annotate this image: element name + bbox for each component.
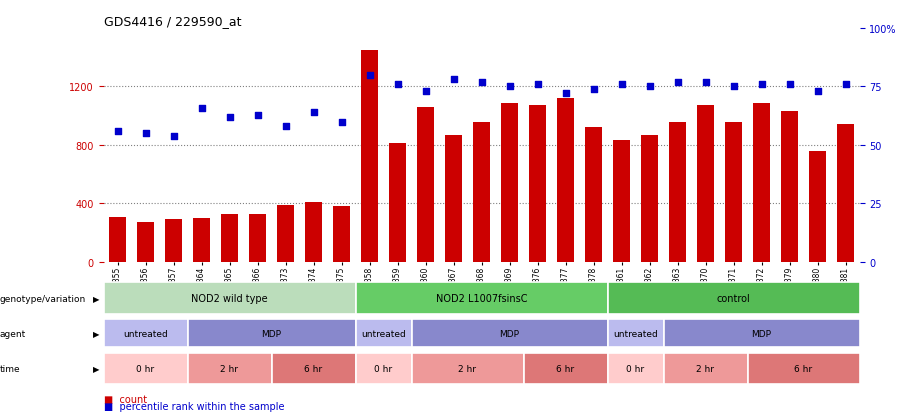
Point [363, 72, 377, 79]
Bar [608, 320, 663, 347]
Point [530, 82, 544, 88]
Bar [529, 106, 546, 262]
Bar [104, 353, 187, 385]
Text: agent: agent [0, 329, 26, 338]
Text: 6 hr: 6 hr [795, 364, 813, 373]
Bar [137, 222, 154, 262]
Bar [837, 125, 854, 262]
Text: MDP: MDP [752, 329, 771, 338]
Bar [557, 99, 574, 262]
Bar [356, 282, 608, 314]
Bar [277, 205, 294, 262]
Bar [663, 353, 748, 385]
Point [334, 119, 348, 126]
Bar [305, 202, 322, 262]
Text: MDP: MDP [500, 329, 519, 338]
Bar [501, 103, 518, 262]
Bar [165, 220, 182, 262]
Text: 2 hr: 2 hr [458, 364, 476, 373]
Point [838, 82, 852, 88]
Point [446, 77, 461, 83]
Text: 6 hr: 6 hr [304, 364, 322, 373]
Point [194, 105, 209, 112]
Bar [333, 207, 350, 262]
Point [782, 82, 796, 88]
Bar [524, 353, 608, 385]
Text: 6 hr: 6 hr [556, 364, 574, 373]
Text: ■  count: ■ count [104, 394, 147, 404]
Text: untreated: untreated [123, 329, 168, 338]
Bar [389, 144, 406, 262]
Point [558, 91, 572, 97]
Point [726, 84, 741, 90]
Bar [356, 320, 411, 347]
Bar [781, 112, 798, 262]
Bar [356, 353, 411, 385]
Point [698, 79, 713, 86]
Bar [641, 135, 658, 262]
Text: NOD2 wild type: NOD2 wild type [191, 293, 268, 304]
Point [670, 79, 685, 86]
Bar [809, 152, 826, 262]
Text: 0 hr: 0 hr [137, 364, 155, 373]
Bar [669, 122, 686, 262]
Bar [187, 320, 356, 347]
Point [586, 86, 600, 93]
Bar [417, 108, 434, 262]
Bar [411, 320, 608, 347]
Point [418, 89, 433, 95]
Bar [194, 218, 210, 262]
Point [139, 131, 153, 137]
Point [278, 123, 293, 130]
Point [250, 112, 265, 119]
Point [111, 128, 125, 135]
Point [306, 109, 320, 116]
Text: NOD2 L1007fsinsC: NOD2 L1007fsinsC [436, 293, 527, 304]
Point [222, 114, 237, 121]
Bar [748, 353, 860, 385]
Bar [249, 215, 266, 262]
Bar [473, 122, 490, 262]
Text: ▶: ▶ [93, 294, 99, 303]
Bar [221, 214, 238, 262]
Bar [608, 353, 663, 385]
Bar [613, 140, 630, 262]
Text: time: time [0, 364, 21, 373]
Bar [272, 353, 356, 385]
Bar [663, 320, 860, 347]
Point [391, 82, 405, 88]
Point [810, 89, 824, 95]
Bar [753, 103, 770, 262]
Text: control: control [716, 293, 751, 304]
Text: ▶: ▶ [93, 329, 99, 338]
Bar [109, 217, 126, 262]
Text: 0 hr: 0 hr [374, 364, 392, 373]
Point [502, 84, 517, 90]
Text: ■  percentile rank within the sample: ■ percentile rank within the sample [104, 401, 284, 411]
Bar [725, 122, 742, 262]
Text: GDS4416 / 229590_at: GDS4416 / 229590_at [104, 15, 241, 28]
Text: 0 hr: 0 hr [626, 364, 644, 373]
Text: 2 hr: 2 hr [220, 364, 238, 373]
Bar [608, 282, 859, 314]
Bar [585, 128, 602, 262]
Bar [104, 320, 187, 347]
Bar [411, 353, 524, 385]
Text: MDP: MDP [262, 329, 282, 338]
Point [166, 133, 181, 140]
Text: genotype/variation: genotype/variation [0, 294, 86, 303]
Text: untreated: untreated [613, 329, 658, 338]
Text: ▶: ▶ [93, 364, 99, 373]
Point [474, 79, 489, 86]
Text: untreated: untreated [361, 329, 406, 338]
Bar [104, 282, 356, 314]
Point [643, 84, 657, 90]
Point [754, 82, 769, 88]
Bar [446, 135, 462, 262]
Bar [698, 106, 714, 262]
Point [615, 82, 629, 88]
Bar [361, 51, 378, 262]
Bar [187, 353, 272, 385]
Text: 2 hr: 2 hr [697, 364, 715, 373]
